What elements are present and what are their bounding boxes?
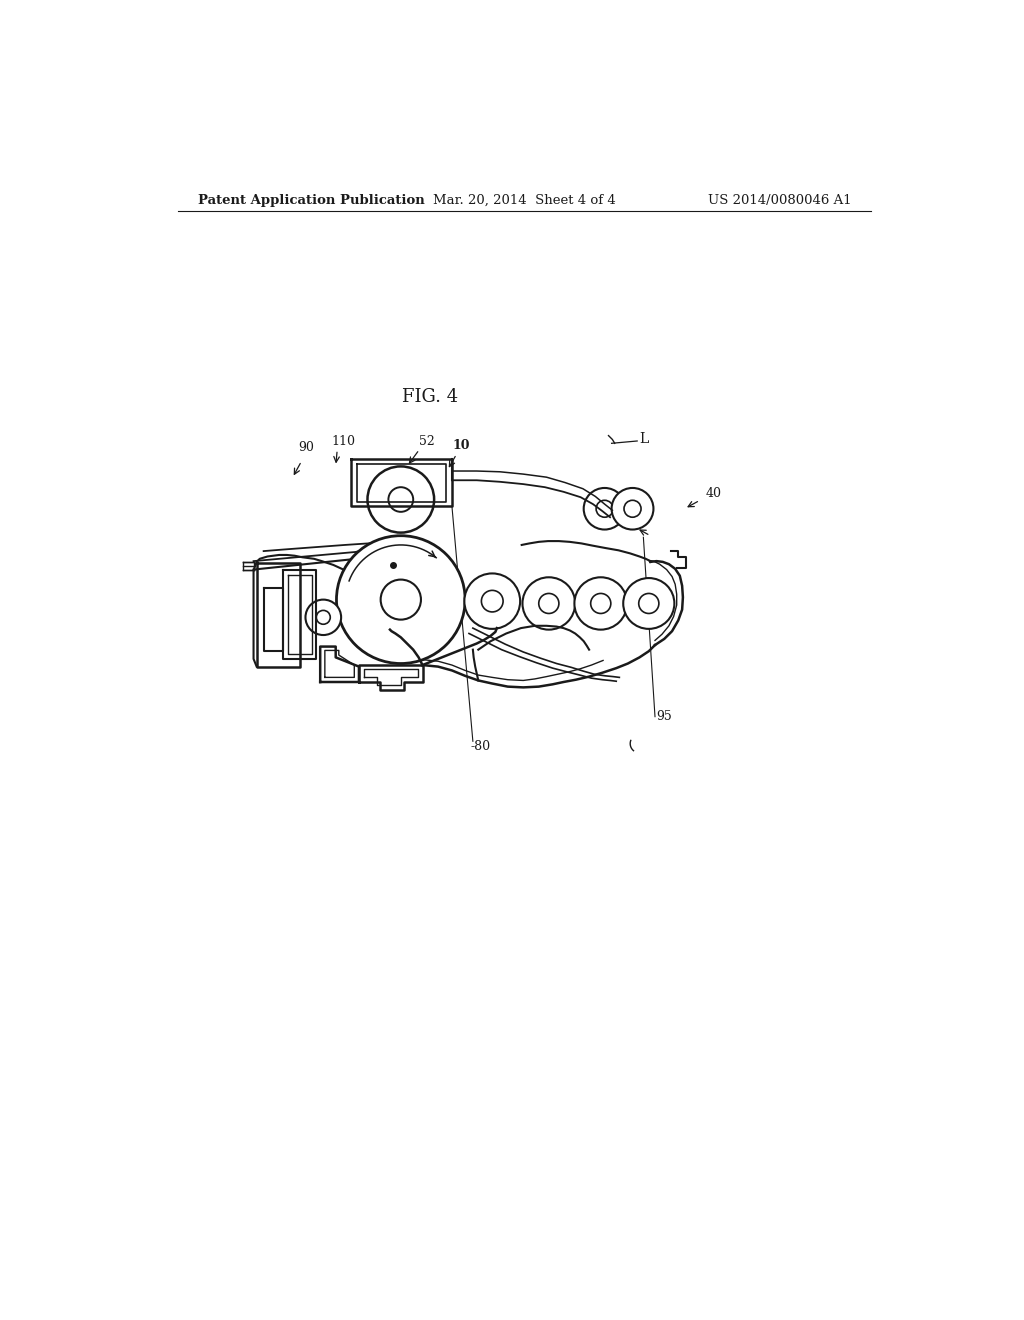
Circle shape	[368, 466, 434, 532]
Circle shape	[624, 500, 641, 517]
Circle shape	[591, 594, 611, 614]
Text: 110: 110	[332, 436, 355, 449]
Circle shape	[522, 577, 575, 630]
Circle shape	[464, 573, 520, 628]
Circle shape	[639, 594, 658, 614]
Text: FIG. 4: FIG. 4	[402, 388, 459, 407]
Text: 52: 52	[419, 436, 434, 449]
Text: 10: 10	[453, 440, 470, 453]
Circle shape	[539, 594, 559, 614]
Text: 40: 40	[706, 487, 721, 500]
Circle shape	[596, 500, 613, 517]
Circle shape	[388, 487, 414, 512]
Circle shape	[611, 488, 653, 529]
Circle shape	[481, 590, 503, 612]
Text: -80: -80	[471, 741, 490, 754]
Text: L: L	[640, 433, 649, 446]
Circle shape	[574, 577, 627, 630]
Text: US 2014/0080046 A1: US 2014/0080046 A1	[709, 194, 852, 207]
Circle shape	[624, 578, 675, 628]
Circle shape	[584, 488, 626, 529]
Circle shape	[316, 610, 331, 624]
Circle shape	[305, 599, 341, 635]
Circle shape	[337, 536, 465, 664]
Text: Patent Application Publication: Patent Application Publication	[198, 194, 425, 207]
Circle shape	[381, 579, 421, 619]
Text: 95: 95	[656, 710, 673, 723]
Text: 90: 90	[298, 441, 314, 454]
Text: Mar. 20, 2014  Sheet 4 of 4: Mar. 20, 2014 Sheet 4 of 4	[433, 194, 616, 207]
